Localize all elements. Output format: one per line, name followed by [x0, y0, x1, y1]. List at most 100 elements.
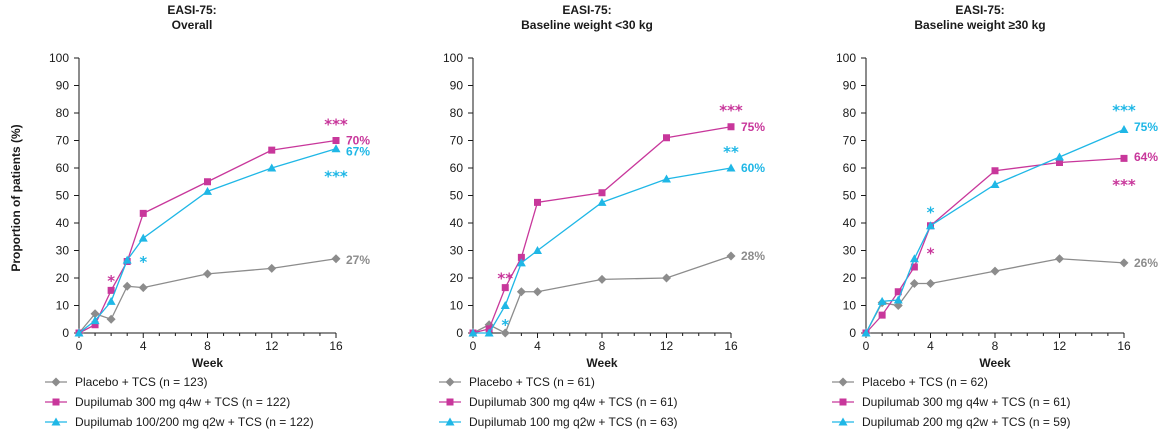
y-tick-label: 30 [56, 244, 70, 258]
legend-entry: Dupilumab 300 mg q4w + TCS (n = 122) [75, 395, 290, 409]
data-point-placebo [1119, 258, 1129, 268]
series-line-q4w [472, 126, 732, 334]
legend-entry: Placebo + TCS (n = 61) [469, 375, 595, 389]
data-point-q4w [663, 134, 670, 142]
data-point-q4w [991, 167, 999, 175]
data-point-q2w [331, 144, 341, 153]
series-line-q2w [473, 167, 732, 334]
significance-marker: * [927, 203, 935, 221]
y-tick-label: 0 [849, 326, 856, 340]
data-point-q2w [893, 295, 903, 304]
x-tick-label: 12 [1053, 339, 1067, 353]
data-point-q2w [909, 254, 919, 263]
x-tick-label: 16 [1117, 339, 1131, 353]
legend-marker-q4w [839, 398, 847, 406]
x-axis-label: Week [979, 356, 1010, 370]
series-line-q2w [865, 128, 1125, 334]
y-tick-label: 100 [49, 51, 69, 65]
y-tick-label: 20 [450, 271, 464, 285]
chart-panel-2: EASI-75:Baseline weight <30 kg0102030405… [439, 3, 765, 429]
y-tick-label: 10 [450, 299, 464, 313]
data-point-q4w [268, 146, 276, 154]
data-point-placebo [122, 281, 132, 291]
y-tick-label: 80 [843, 106, 857, 120]
data-point-q2w [74, 328, 84, 337]
data-point-placebo [533, 287, 542, 297]
y-tick-label: 90 [56, 79, 70, 93]
data-point-q2w [267, 163, 277, 172]
legend-marker-q2w [445, 417, 455, 426]
data-point-q2w [500, 301, 510, 309]
legend-marker-placebo [51, 377, 61, 387]
y-tick-label: 30 [843, 244, 857, 258]
end-value-label: 75% [741, 120, 765, 134]
series-line-q4w [78, 139, 337, 334]
data-point-q2w [662, 174, 671, 183]
significance-marker: * [501, 316, 509, 334]
y-tick-label: 30 [450, 244, 464, 258]
data-point-q2w [926, 221, 935, 230]
legend-entry: Dupilumab 100/200 mg q2w + TCS (n = 122) [75, 415, 314, 429]
legend-entry: Dupilumab 300 mg q4w + TCS (n = 61) [862, 395, 1071, 409]
legend-marker-q2w [838, 417, 848, 426]
data-point-q2w [106, 296, 116, 305]
data-point-q2w [122, 255, 132, 264]
data-point-q4w [534, 198, 541, 206]
significance-marker: *** [324, 168, 348, 186]
chart-title-line: EASI-75: [167, 3, 216, 17]
y-tick-label: 50 [843, 189, 857, 203]
significance-marker: *** [324, 115, 348, 133]
series-line-q4w [865, 157, 1125, 334]
data-point-q4w [204, 178, 211, 186]
data-point-placebo [516, 287, 526, 297]
significance-marker: ** [497, 269, 513, 287]
legend-marker-q4w [446, 398, 454, 406]
y-tick-label: 50 [56, 189, 70, 203]
significance-marker: *** [1112, 176, 1136, 194]
significance-marker: *** [1112, 102, 1136, 120]
y-tick-label: 40 [450, 216, 464, 230]
significance-marker: * [107, 272, 115, 290]
data-point-q4w [727, 123, 735, 131]
x-tick-label: 4 [140, 339, 147, 353]
y-tick-label: 70 [56, 134, 70, 148]
y-tick-label: 80 [450, 106, 464, 120]
legend-marker-q4w [52, 398, 60, 406]
y-tick-label: 70 [450, 134, 464, 148]
data-point-q4w [107, 286, 115, 294]
data-point-q4w [1056, 159, 1063, 166]
data-point-q2w [990, 180, 1000, 188]
end-value-label: 27% [346, 253, 370, 267]
x-tick-label: 16 [724, 339, 738, 353]
data-point-placebo [662, 273, 671, 283]
data-point-q2w [90, 316, 100, 325]
data-point-placebo [138, 283, 148, 293]
y-tick-label: 100 [443, 51, 463, 65]
chart-panel-1: EASI-75:Overall 0 10 20 30 40 50 60 70 80 90 100 0 4 8… [45, 3, 370, 429]
data-point-q2w [597, 197, 607, 206]
data-point-q2w [861, 328, 871, 337]
data-point-placebo [726, 251, 736, 261]
x-axis-label: Week [192, 356, 223, 370]
x-tick-label: 12 [660, 339, 674, 353]
significance-marker: * [927, 245, 935, 263]
end-value-label: 28% [741, 249, 765, 263]
y-axis-label: Proportion of patients (%) [9, 124, 23, 271]
y-tick-label: 40 [843, 216, 857, 230]
data-point-placebo [203, 269, 212, 279]
significance-marker: ** [723, 143, 739, 161]
data-point-q4w [894, 288, 902, 296]
end-value-label: 26% [1134, 256, 1158, 270]
data-point-q2w [203, 186, 212, 195]
chart-title-line: EASI-75: [955, 3, 1004, 17]
data-point-q4w [91, 321, 99, 329]
data-point-placebo [267, 263, 277, 273]
data-point-placebo [909, 279, 919, 288]
data-point-q4w [501, 284, 509, 292]
end-value-label: 67% [346, 145, 370, 159]
end-value-label: 70% [346, 134, 370, 148]
chart-title-line: EASI-75: [562, 3, 611, 17]
y-tick-label: 100 [836, 51, 856, 65]
data-point-placebo [926, 279, 935, 288]
data-point-q2w [1055, 152, 1064, 161]
